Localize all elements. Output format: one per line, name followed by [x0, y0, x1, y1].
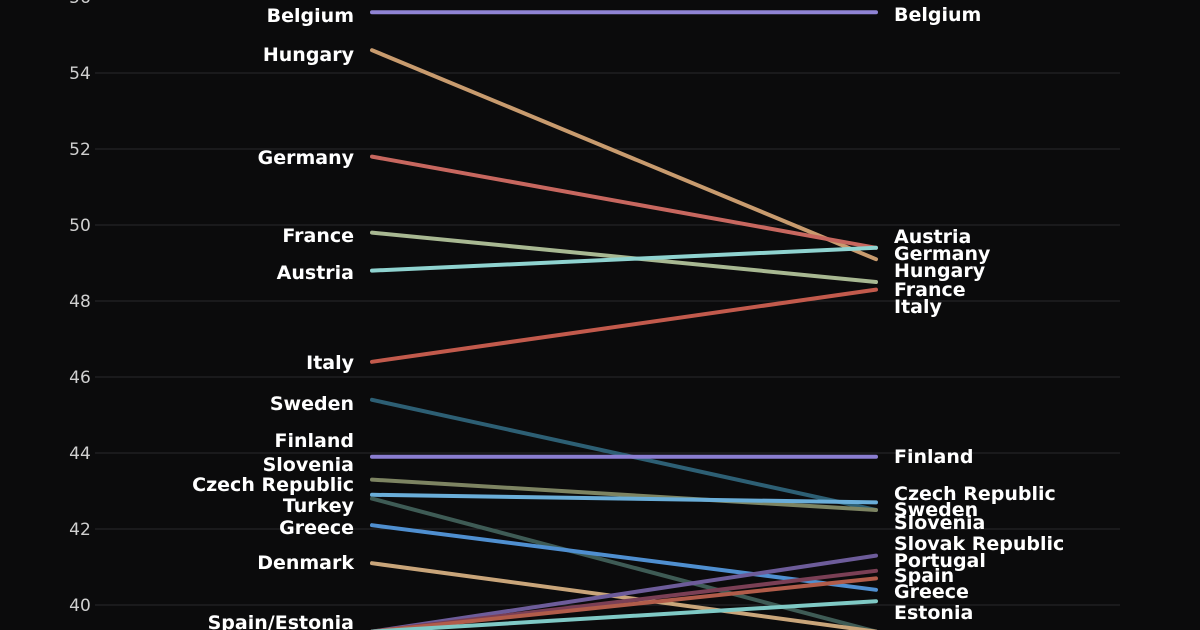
left-label-spain-estonia: Spain/Estonia — [208, 612, 354, 630]
line-czech-republic — [370, 492, 878, 505]
right-label-belgium: Belgium — [894, 4, 981, 26]
line-spain — [370, 576, 878, 630]
line-italy — [370, 287, 878, 364]
right-label-slovak-republic: Slovak Republic — [894, 533, 1064, 555]
left-label-greece: Greece — [279, 517, 354, 539]
y-tick-label: 52 — [69, 140, 91, 160]
left-label-czech-republic: Czech Republic — [192, 474, 354, 496]
left-label-sweden: Sweden — [270, 393, 354, 415]
left-label-italy: Italy — [306, 352, 354, 374]
left-label-slovenia: Slovenia — [263, 454, 354, 476]
right-label-finland: Finland — [894, 446, 973, 468]
y-tick-label: 48 — [69, 292, 91, 312]
y-tick-label: 54 — [69, 64, 91, 84]
left-label-hungary: Hungary — [263, 44, 355, 66]
right-label-germany: Germany — [894, 243, 991, 265]
line-turkey — [370, 496, 878, 630]
y-tick-label: 50 — [69, 216, 91, 236]
right-label-spain: Spain — [894, 565, 954, 587]
right-label-estonia: Estonia — [894, 602, 973, 624]
right-label-greece: Greece — [894, 581, 969, 603]
y-tick-label: 40 — [69, 596, 91, 616]
left-label-belgium: Belgium — [267, 5, 354, 27]
line-austria — [370, 245, 878, 273]
left-label-denmark: Denmark — [257, 552, 354, 574]
right-label-sweden: Sweden — [894, 499, 978, 521]
right-label-portugal: Portugal — [894, 550, 986, 572]
line-estonia — [370, 599, 878, 630]
right-label-italy: Italy — [894, 296, 942, 318]
left-label-france: France — [282, 225, 354, 247]
series-labels: Belgium BelgiumHungaryHungaryGermanyGerma… — [192, 4, 1064, 630]
left-label-finland: Finland — [275, 430, 354, 452]
y-axis-ticks: 56 54 52 50 48 46 44 42 40 — [69, 0, 91, 616]
y-tick-label: 46 — [69, 368, 91, 388]
y-tick-label: 56 — [69, 0, 91, 8]
line-denmark — [370, 561, 878, 630]
right-label-france: France — [894, 279, 966, 301]
left-label-austria: Austria — [277, 262, 354, 284]
series-lines — [370, 10, 878, 630]
line-slovenia — [370, 477, 878, 512]
line-hungary — [370, 48, 878, 262]
line-germany — [370, 154, 878, 250]
y-tick-label: 42 — [69, 520, 91, 540]
left-label-turkey: Turkey — [283, 495, 355, 517]
y-tick-label: 44 — [69, 444, 91, 464]
line-slovak-republic — [370, 553, 878, 630]
right-label-hungary: Hungary — [894, 260, 986, 282]
right-label-austria: Austria — [894, 226, 971, 248]
left-label-germany: Germany — [258, 147, 355, 169]
right-label-czech-republic: Czech Republic — [894, 483, 1056, 505]
right-label-slovenia: Slovenia — [894, 512, 985, 534]
